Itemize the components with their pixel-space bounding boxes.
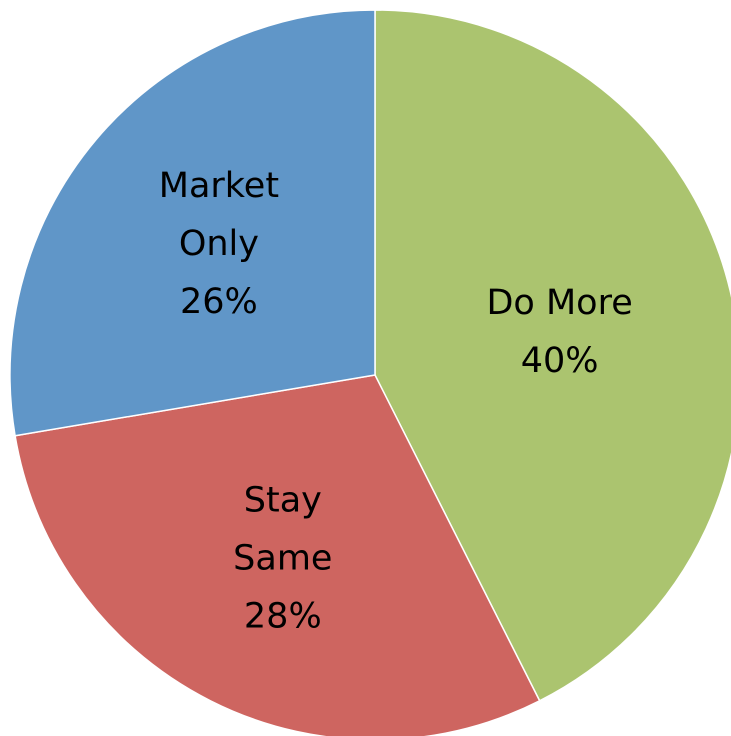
pie-label-market-only: Market Only 26% [159, 166, 279, 322]
pie-label-do-more: Do More 40% [486, 283, 632, 381]
pie-label-line: Only [179, 224, 259, 264]
pie-label-line: Same [233, 538, 332, 578]
pie-slice-do-more [374, 9, 731, 702]
pie-slice-market-only [9, 9, 376, 437]
pie-label-line: Market [159, 166, 279, 206]
pie-label-line: Do More [486, 283, 632, 323]
pie-labels: Do More 40% Stay Same 28% Market Only 26% [159, 166, 633, 636]
pie-label-stay-same: Stay Same 28% [233, 480, 332, 636]
pie-label-line: 28% [244, 596, 322, 636]
pie-label-line: 26% [180, 282, 258, 322]
pie-label-line: 40% [521, 341, 599, 381]
pie-label-line: Stay [244, 480, 322, 520]
pie-slice-stay-same [14, 374, 541, 736]
pie-slices [9, 9, 731, 736]
